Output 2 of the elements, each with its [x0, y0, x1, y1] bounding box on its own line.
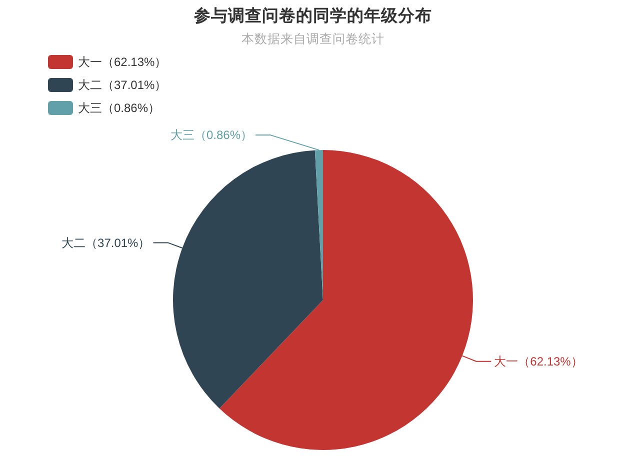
- subtitle: 本数据来自调查问卷统计: [242, 32, 384, 46]
- title: 参与调查问卷的同学的年级分布: [194, 7, 432, 25]
